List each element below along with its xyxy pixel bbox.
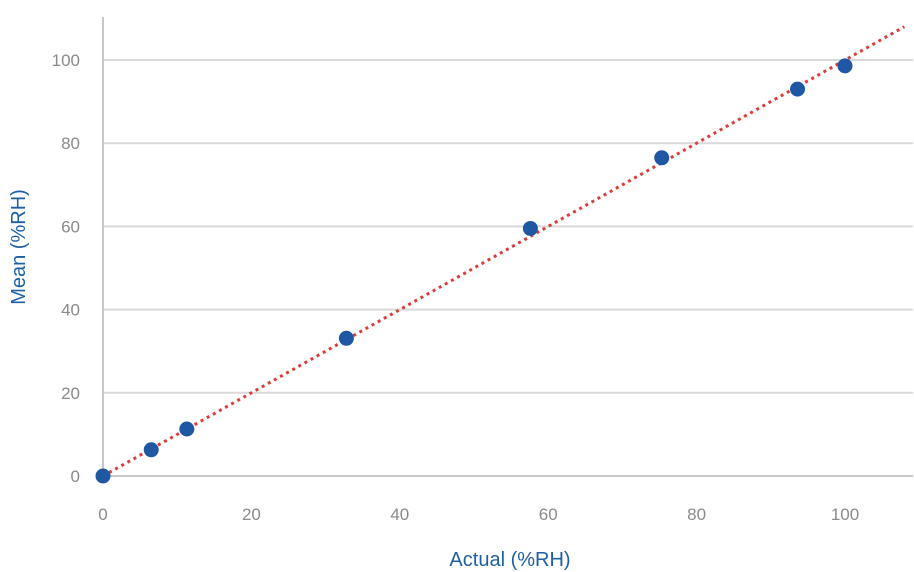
axes — [102, 17, 913, 477]
data-point — [790, 81, 806, 97]
data-point — [179, 421, 195, 437]
y-tick-labels: 0 20 40 60 80 100 — [52, 51, 80, 486]
y-tick-label: 40 — [61, 301, 80, 320]
data-point — [654, 150, 670, 166]
x-tick-label: 40 — [390, 505, 409, 524]
trendline — [102, 25, 906, 478]
data-point — [338, 330, 354, 346]
trendline-group — [102, 25, 906, 478]
gridlines — [103, 59, 913, 394]
x-tick-labels: 0 20 40 60 80 100 — [98, 505, 859, 524]
y-axis-title: Mean (%RH) — [8, 189, 30, 305]
y-tick-label: 80 — [61, 134, 80, 153]
x-tick-label: 60 — [539, 505, 558, 524]
x-tick-label: 100 — [831, 505, 859, 524]
x-axis-title: Actual (%RH) — [449, 549, 570, 571]
data-points — [95, 58, 853, 484]
x-tick-label: 20 — [242, 505, 261, 524]
y-tick-label: 20 — [61, 384, 80, 403]
data-point — [837, 58, 853, 74]
x-tick-label: 0 — [98, 505, 107, 524]
data-point — [522, 220, 538, 236]
x-tick-label: 80 — [687, 505, 706, 524]
y-tick-label: 100 — [52, 51, 80, 70]
y-tick-label: 0 — [71, 467, 80, 486]
data-point — [143, 442, 159, 458]
data-point — [95, 468, 111, 484]
y-tick-label: 60 — [61, 217, 80, 236]
